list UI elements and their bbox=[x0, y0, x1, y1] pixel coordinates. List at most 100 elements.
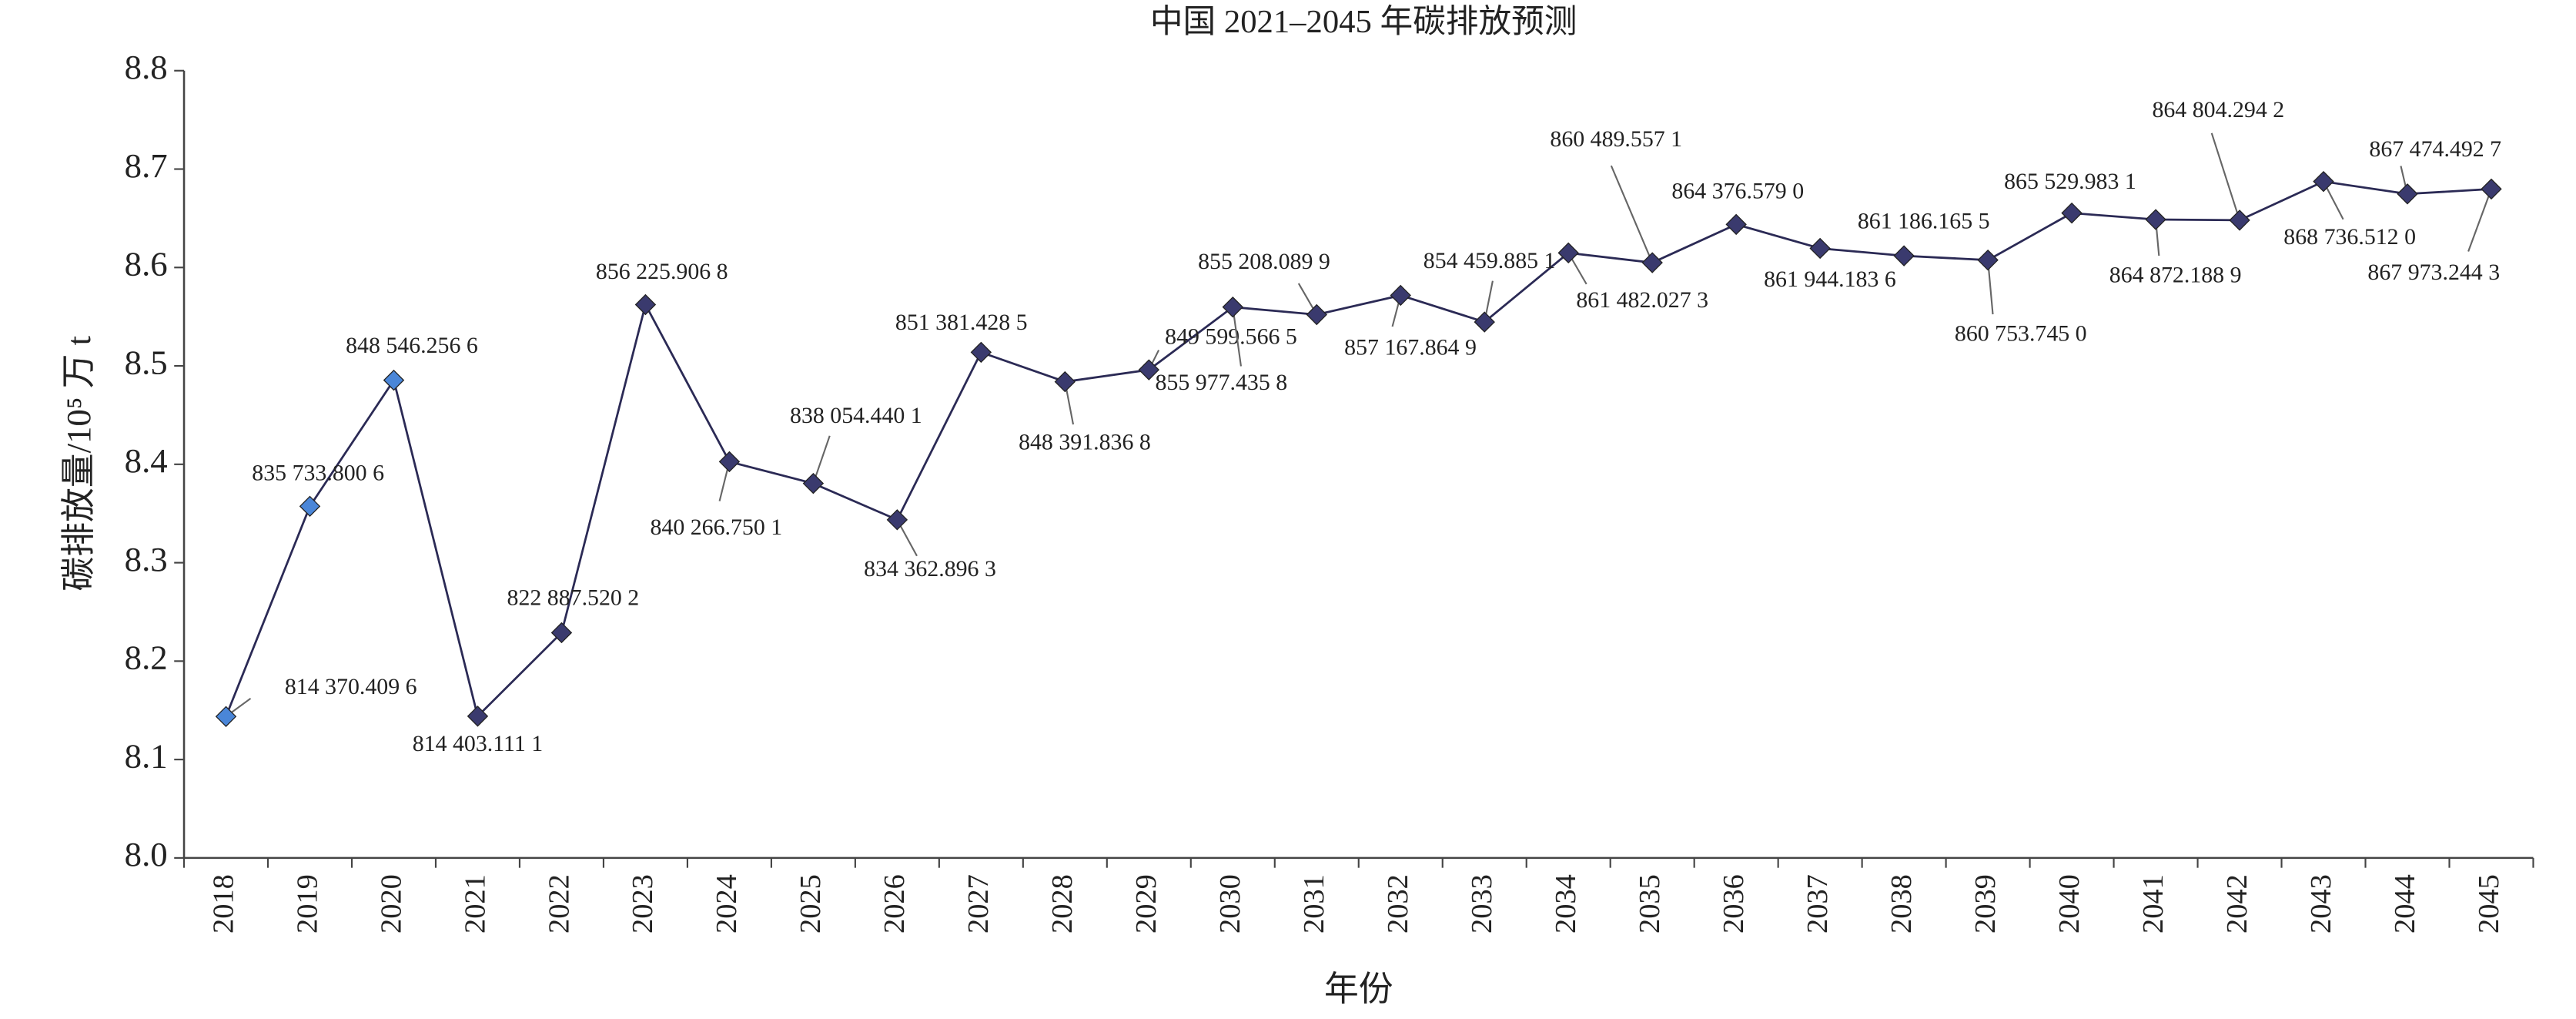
x-tick-label: 2025 bbox=[795, 874, 827, 934]
x-tick-label: 2019 bbox=[291, 874, 323, 934]
x-tick-label: 2021 bbox=[459, 874, 491, 934]
data-point bbox=[1557, 242, 1579, 264]
x-tick-label: 2027 bbox=[962, 874, 995, 934]
data-label: 849 599.566 5 bbox=[1165, 323, 1297, 349]
data-point bbox=[1054, 370, 1076, 393]
x-tick-label: 2036 bbox=[1718, 874, 1750, 934]
data-label: 814 403.111 1 bbox=[413, 731, 543, 756]
x-tick-label: 2026 bbox=[878, 874, 911, 934]
data-label: 848 546.256 6 bbox=[346, 333, 478, 358]
data-label: 867 474.492 7 bbox=[2369, 136, 2501, 162]
data-point bbox=[215, 706, 237, 727]
data-point bbox=[2397, 183, 2418, 205]
data-point bbox=[1893, 245, 1915, 266]
data-point bbox=[1138, 359, 1160, 380]
x-tick-label: 2038 bbox=[1885, 874, 1918, 934]
data-label: 860 753.745 0 bbox=[1955, 321, 2087, 347]
x-tick-label: 2035 bbox=[1634, 874, 1666, 934]
data-point bbox=[2313, 170, 2334, 193]
x-tick-label: 2034 bbox=[1550, 874, 1582, 934]
data-label: 864 872.188 9 bbox=[2109, 263, 2242, 288]
x-tick-label: 2039 bbox=[1969, 874, 2002, 934]
y-tick-label: 8.4 bbox=[125, 441, 168, 480]
data-point bbox=[802, 472, 825, 494]
x-tick-label: 2018 bbox=[207, 874, 239, 934]
data-label: 868 736.512 0 bbox=[2283, 224, 2416, 250]
data-label: 822 887.520 2 bbox=[507, 585, 640, 611]
x-tick-label: 2042 bbox=[2221, 874, 2253, 934]
series-line bbox=[225, 180, 2492, 719]
x-tick-label: 2044 bbox=[2389, 874, 2421, 934]
data-label: 848 391.836 8 bbox=[1019, 430, 1151, 455]
y-tick-label: 8.0 bbox=[125, 835, 168, 873]
data-label: 865 529.983 1 bbox=[2004, 169, 2136, 194]
data-label: 860 489.557 1 bbox=[1550, 126, 1682, 152]
data-label: 864 376.579 0 bbox=[1671, 179, 1804, 204]
x-tick-label: 2040 bbox=[2053, 874, 2086, 934]
data-point bbox=[634, 293, 657, 316]
data-label: 834 362.896 3 bbox=[864, 556, 996, 582]
data-point bbox=[2061, 202, 2083, 224]
x-tick-label: 2024 bbox=[711, 874, 743, 934]
x-tick-label: 2043 bbox=[2305, 874, 2337, 934]
leader-line bbox=[1610, 165, 1654, 263]
data-point bbox=[970, 341, 992, 364]
y-tick-label: 8.3 bbox=[125, 540, 168, 578]
y-tick-label: 8.2 bbox=[125, 639, 168, 677]
x-tick-label: 2029 bbox=[1130, 874, 1163, 934]
leader-line bbox=[812, 435, 831, 484]
data-point bbox=[467, 706, 489, 727]
x-tick-label: 2022 bbox=[543, 874, 575, 934]
data-point bbox=[2145, 209, 2166, 230]
data-label: 840 266.750 1 bbox=[650, 515, 782, 540]
data-label: 851 381.428 5 bbox=[895, 310, 1028, 335]
data-label: 855 208.089 9 bbox=[1198, 249, 1330, 274]
x-tick-label: 2032 bbox=[1382, 874, 1414, 934]
y-tick-label: 8.7 bbox=[125, 146, 168, 185]
data-point bbox=[550, 622, 573, 644]
data-label: 835 733.800 6 bbox=[252, 461, 384, 486]
data-label: 854 459.885 1 bbox=[1423, 248, 1556, 273]
data-point bbox=[886, 509, 908, 531]
y-tick-label: 8.5 bbox=[125, 343, 168, 381]
data-label: 856 225.906 8 bbox=[596, 259, 728, 284]
data-point bbox=[2229, 209, 2250, 231]
data-point bbox=[1222, 296, 1243, 318]
data-point bbox=[1641, 252, 1663, 273]
x-tick-label: 2033 bbox=[1466, 874, 1498, 934]
data-point bbox=[1977, 249, 1999, 271]
leader-line bbox=[2467, 189, 2492, 252]
data-label: 861 944.183 6 bbox=[1764, 266, 1896, 292]
y-axis-label: 碳排放量/10⁵ 万 t bbox=[59, 335, 98, 591]
data-label: 864 804.294 2 bbox=[2152, 97, 2284, 122]
chart-title: 中国 2021–2045 年碳排放预测 bbox=[1150, 4, 1577, 40]
x-tick-label: 2037 bbox=[1802, 874, 1834, 934]
data-point bbox=[2481, 178, 2502, 200]
data-label: 857 167.864 9 bbox=[1344, 335, 1477, 360]
y-tick-label: 8.1 bbox=[125, 736, 168, 775]
x-tick-label: 2041 bbox=[2137, 874, 2170, 934]
data-label: 814 370.409 6 bbox=[285, 674, 417, 699]
data-label: 861 186.165 5 bbox=[1858, 208, 1990, 233]
x-tick-label: 2020 bbox=[375, 874, 407, 934]
data-point bbox=[383, 369, 405, 391]
data-point bbox=[299, 495, 321, 518]
leader-line bbox=[2210, 132, 2241, 221]
data-label: 855 977.435 8 bbox=[1155, 370, 1287, 395]
data-point bbox=[1390, 284, 1411, 307]
leader-line bbox=[1232, 307, 1243, 367]
data-point bbox=[718, 451, 741, 473]
data-label: 861 482.027 3 bbox=[1576, 287, 1708, 313]
x-tick-label: 2030 bbox=[1214, 874, 1246, 934]
y-tick-label: 8.6 bbox=[125, 245, 168, 283]
x-tick-label: 2045 bbox=[2473, 874, 2505, 934]
data-label: 867 973.244 3 bbox=[2367, 260, 2500, 285]
x-tick-label: 2023 bbox=[627, 874, 659, 934]
x-axis-label: 年份 bbox=[1324, 970, 1393, 1008]
data-point bbox=[1474, 311, 1495, 333]
data-point bbox=[1809, 237, 1831, 260]
data-label: 838 054.440 1 bbox=[790, 403, 922, 428]
x-tick-label: 2031 bbox=[1298, 874, 1330, 934]
